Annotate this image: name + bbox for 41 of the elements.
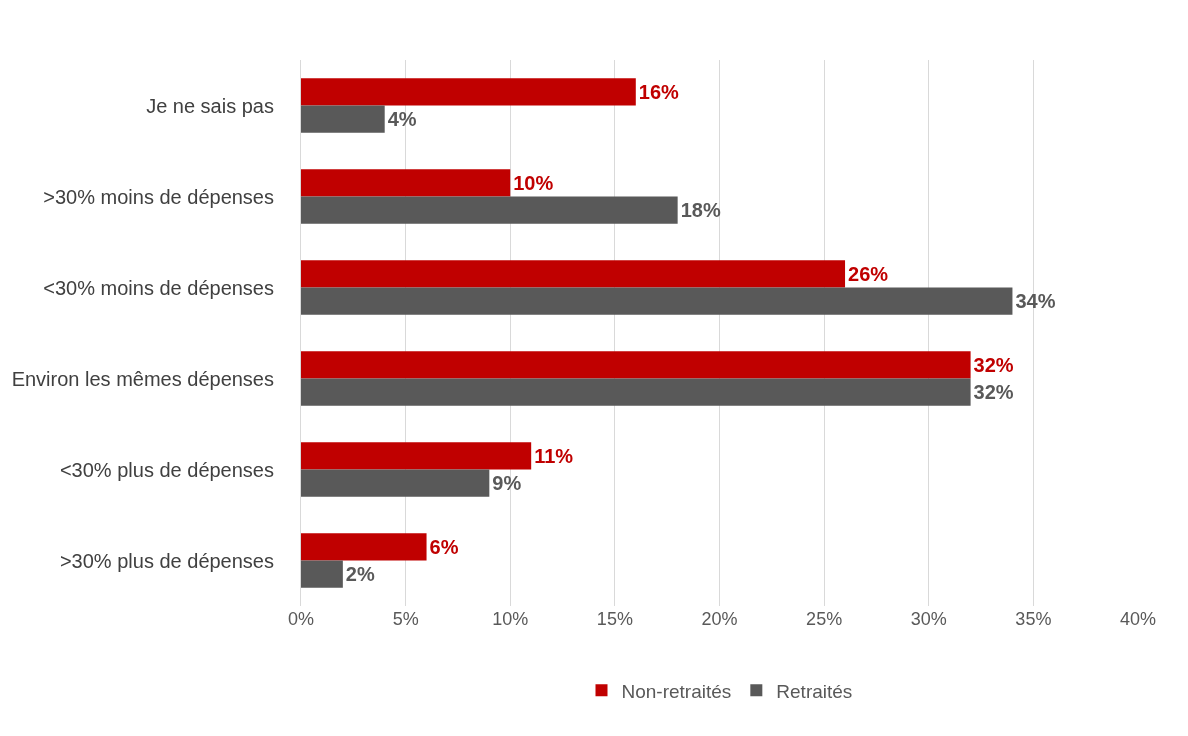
bar xyxy=(301,533,427,561)
data-label: 16% xyxy=(638,80,680,103)
x-tick-label: 0% xyxy=(287,609,315,629)
y-tick-label: >30% moins de dépenses xyxy=(43,185,274,208)
data-label: 4% xyxy=(387,108,417,131)
legend-label: Retraités xyxy=(776,680,853,702)
bar xyxy=(301,260,846,288)
y-tick-label: <30% plus de dépenses xyxy=(59,458,274,481)
data-label: 32% xyxy=(973,381,1014,404)
bar xyxy=(301,105,385,133)
y-tick-label: Environ les mêmes dépenses xyxy=(11,367,274,390)
data-label: 11% xyxy=(534,444,574,467)
x-tick-label: 5% xyxy=(392,609,419,629)
bar xyxy=(301,351,971,379)
x-tick-label: 20% xyxy=(701,609,738,629)
bar xyxy=(301,560,343,588)
data-label: 32% xyxy=(973,353,1014,376)
bar xyxy=(301,78,636,106)
data-label: 26% xyxy=(848,262,889,285)
x-tick-label: 30% xyxy=(910,609,947,629)
bar xyxy=(301,169,511,197)
bar xyxy=(301,196,678,224)
x-tick-label: 10% xyxy=(492,609,529,629)
legend-label: Non-retraités xyxy=(621,680,732,702)
x-tick-label: 35% xyxy=(1015,609,1052,629)
data-label: 18% xyxy=(680,199,721,222)
y-tick-label: Je ne sais pas xyxy=(146,94,274,117)
data-label: 6% xyxy=(429,535,459,558)
bar xyxy=(301,442,532,470)
x-tick-label: 25% xyxy=(806,609,843,629)
x-tick-label: 40% xyxy=(1119,609,1157,629)
data-label: 10% xyxy=(513,171,554,194)
data-label: 2% xyxy=(345,563,375,586)
data-label: 34% xyxy=(1015,290,1056,313)
y-tick-label: >30% plus de dépenses xyxy=(59,549,274,572)
y-tick-label: <30% moins de dépenses xyxy=(43,276,274,299)
x-tick-label: 15% xyxy=(596,609,633,629)
bar xyxy=(301,469,490,497)
bar xyxy=(301,287,1013,315)
bar xyxy=(301,378,971,406)
data-label: 9% xyxy=(492,472,522,495)
